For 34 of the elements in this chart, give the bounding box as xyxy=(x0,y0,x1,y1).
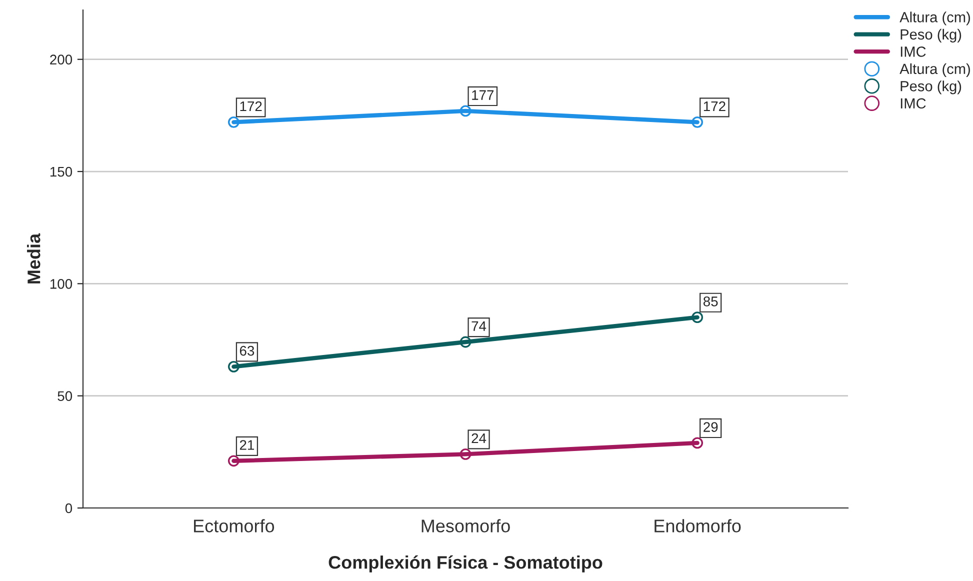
point xyxy=(692,116,704,128)
y-axis-title: Media xyxy=(27,233,40,284)
x-tick-label: Endomorfo xyxy=(654,519,741,532)
legend-label: Altura (cm) xyxy=(900,63,970,77)
data-label: 172 xyxy=(704,101,726,112)
legend-label: Peso (kg) xyxy=(900,80,962,94)
point xyxy=(228,360,240,372)
y-tick-label: 200 xyxy=(50,54,72,65)
text: IMC xyxy=(900,46,926,57)
x-tick-label: Mesomorfo xyxy=(422,519,510,532)
data-label: 63 xyxy=(240,346,254,356)
point xyxy=(692,437,704,449)
data-label: 85 xyxy=(703,296,718,306)
legend-label: IMC xyxy=(900,98,926,109)
text: Altura (cm) xyxy=(900,12,970,26)
data-label: 24 xyxy=(472,433,486,444)
point xyxy=(692,312,704,324)
point xyxy=(228,116,240,128)
y-tick-label: 50 xyxy=(58,391,72,402)
x-tick-label: Ectomorfo xyxy=(194,519,274,532)
text: Peso (kg) xyxy=(900,28,962,42)
data-label: 172 xyxy=(240,101,262,112)
data-label: 21 xyxy=(240,440,254,450)
data-label: 29 xyxy=(704,422,718,432)
y-tick-label: 0 xyxy=(65,503,72,514)
data-label: 177 xyxy=(472,90,494,100)
y-tick-label: 150 xyxy=(50,166,72,177)
y-tick-label: 100 xyxy=(50,279,72,289)
data-label: 74 xyxy=(472,321,486,331)
point xyxy=(228,455,240,467)
x-axis-title: Complexión Física - Somatotipo xyxy=(328,555,602,572)
point xyxy=(460,105,472,117)
point xyxy=(460,336,472,348)
point xyxy=(460,448,472,460)
